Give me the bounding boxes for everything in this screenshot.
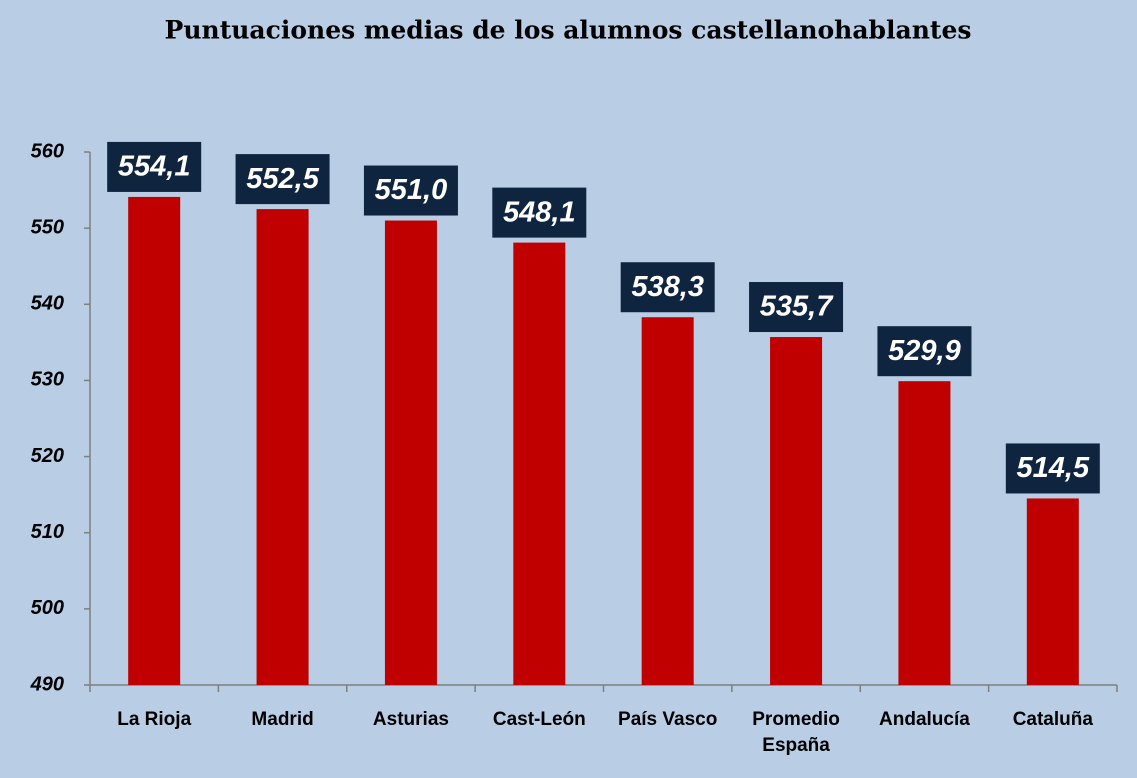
value-label-box bbox=[235, 154, 330, 205]
value-label: 554,1 bbox=[118, 151, 191, 183]
y-tick-label: 510 bbox=[31, 521, 64, 543]
value-label-box bbox=[1005, 443, 1100, 494]
value-label-box bbox=[363, 165, 458, 216]
y-tick-label: 500 bbox=[31, 597, 64, 619]
x-tick-label: Cataluña bbox=[1012, 709, 1093, 730]
bar bbox=[641, 317, 694, 685]
value-label: 529,9 bbox=[888, 335, 961, 367]
x-tick-label: Promedio España bbox=[752, 709, 840, 756]
value-label-box bbox=[492, 187, 587, 238]
value-label: 551,0 bbox=[375, 174, 448, 206]
x-tick-label: Cast-León bbox=[492, 709, 586, 730]
value-label-box bbox=[749, 282, 844, 333]
x-tick-label: La Rioja bbox=[117, 709, 192, 730]
bar bbox=[898, 381, 951, 685]
bar bbox=[1026, 498, 1079, 685]
x-tick-label: Andalucía bbox=[879, 709, 970, 730]
value-label: 552,5 bbox=[246, 163, 319, 195]
y-tick-label: 490 bbox=[30, 673, 64, 695]
bar bbox=[384, 220, 437, 685]
x-tick-label: Asturias bbox=[372, 709, 449, 730]
y-tick-label: 550 bbox=[31, 216, 64, 238]
value-label: 535,7 bbox=[760, 291, 834, 323]
x-tick-label: Madrid bbox=[251, 709, 314, 730]
bar bbox=[770, 337, 823, 685]
y-tick-label: 540 bbox=[31, 293, 64, 315]
x-tick-label: País Vasco bbox=[618, 709, 718, 730]
bar bbox=[256, 209, 309, 685]
value-label-box bbox=[620, 262, 715, 313]
value-label-box bbox=[107, 141, 202, 192]
value-label: 538,3 bbox=[631, 271, 704, 303]
y-tick-label: 560 bbox=[31, 140, 64, 162]
bar bbox=[128, 196, 181, 685]
y-tick-label: 520 bbox=[31, 445, 64, 467]
value-label: 514,5 bbox=[1017, 452, 1090, 484]
value-label: 548,1 bbox=[503, 196, 576, 228]
bar bbox=[513, 242, 566, 686]
value-label-box bbox=[877, 326, 972, 377]
chart-title: Puntuaciones medias de los alumnos caste… bbox=[165, 16, 972, 45]
y-tick-label: 530 bbox=[31, 369, 64, 391]
